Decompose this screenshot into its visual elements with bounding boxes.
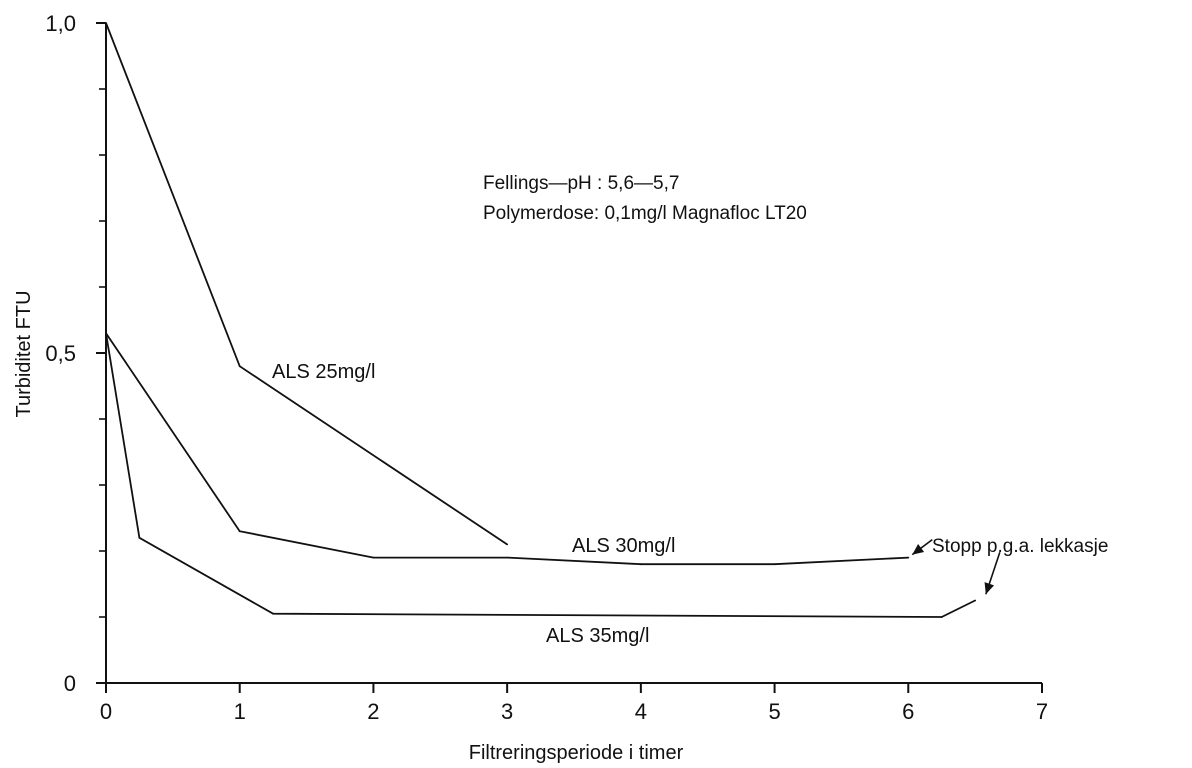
series-3-point: [105, 332, 107, 335]
series-3-point: [940, 616, 943, 618]
series-3-point: [272, 612, 275, 615]
series-line-2: [105, 332, 909, 566]
series-3-point: [138, 536, 141, 539]
stop-arrow-head: [984, 582, 995, 595]
annotation-stop: Stopp p.g.a. lekkasje: [932, 536, 1108, 557]
series-2-point: [907, 556, 910, 559]
series-lines: [105, 22, 977, 618]
x-tick-label: 6: [902, 699, 914, 724]
x-tick-label: 0: [100, 699, 112, 724]
axes: [105, 23, 1042, 684]
stop-arrows: [911, 538, 1001, 595]
x-tick-label: 3: [501, 699, 513, 724]
series-label-als-30: ALS 30mg/l: [572, 535, 675, 557]
series-2-point: [506, 556, 509, 559]
series-1-point: [506, 543, 509, 546]
x-tick-label: 2: [367, 699, 379, 724]
series-2-point: [773, 563, 776, 566]
series-line-1: [105, 22, 508, 546]
y-tick-label: 1,0: [45, 11, 76, 36]
stop-arrow-head: [912, 544, 925, 555]
series-2-point: [639, 563, 642, 566]
x-tick-label: 5: [768, 699, 780, 724]
series-1-point: [105, 22, 107, 24]
series-label-als-35: ALS 35mg/l: [546, 625, 649, 647]
series-3-point: [974, 599, 977, 602]
y-tick-label: 0,5: [45, 341, 76, 366]
series-2-point: [238, 530, 241, 533]
annotation-ph: Fellings—pH : 5,6—5,7: [483, 173, 679, 194]
x-tick-label: 7: [1036, 699, 1048, 724]
tick-marks: 0 1 2 3 4 5 6 7 0 0,5 1,0: [45, 11, 1048, 724]
y-axis-title: Turbiditet FTU: [13, 290, 35, 417]
x-tick-label: 1: [234, 699, 246, 724]
series-line-3: [105, 333, 976, 618]
series-2-point: [372, 556, 375, 559]
x-tick-label: 4: [635, 699, 647, 724]
series-1-point: [238, 365, 241, 368]
annotation-polymer: Polymerdose: 0,1mg/l Magnafloc LT20: [483, 203, 807, 224]
series-label-als-25: ALS 25mg/l: [272, 361, 375, 383]
y-tick-label: 0: [64, 671, 76, 696]
x-axis-title: Filtreringsperiode i timer: [469, 742, 684, 764]
